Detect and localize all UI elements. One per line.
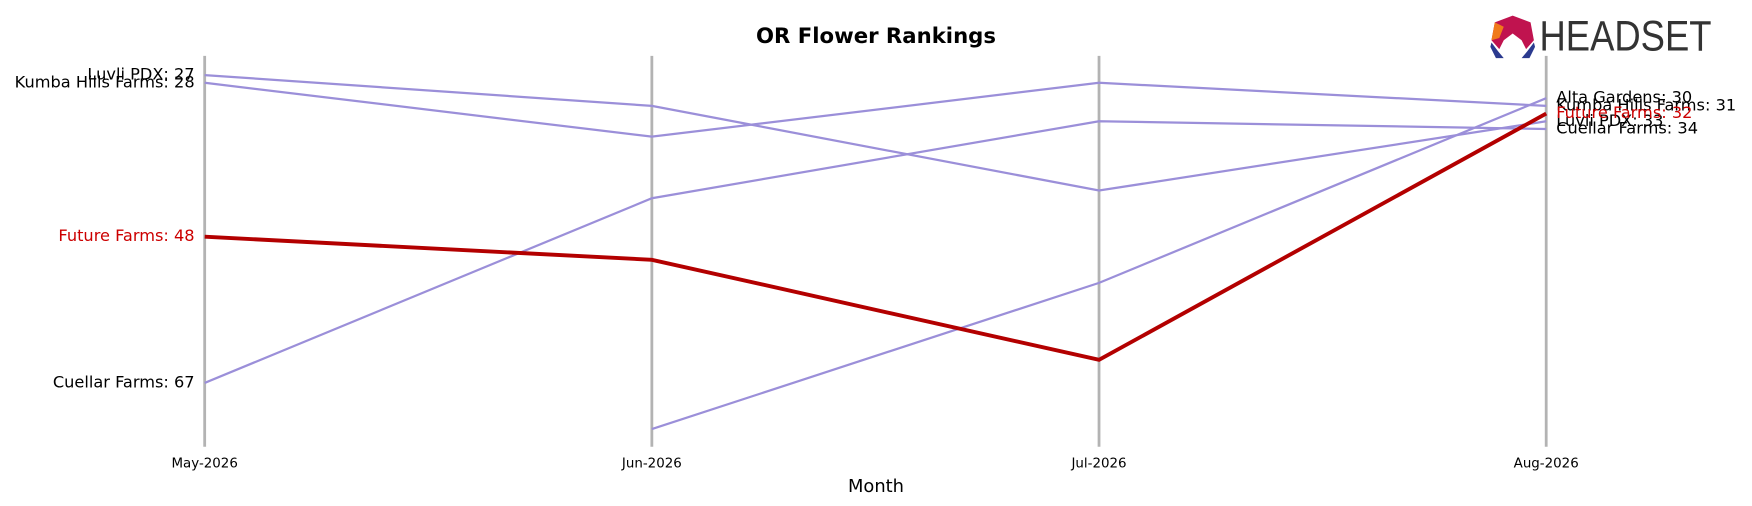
x-tick-label: Jul-2026 [1070, 457, 1126, 472]
chart-title: OR Flower Rankings [756, 24, 996, 49]
value-label: Alta Gardens: 30 [1556, 88, 1692, 107]
x-tick-label: Aug-2026 [1514, 457, 1579, 472]
value-label: Future Farms: 32 [1556, 103, 1692, 122]
x-tick-label: Jun-2026 [621, 457, 682, 472]
value-label: Kumba Hills Farms: 31 [1556, 95, 1736, 114]
logo-mark [1491, 22, 1504, 41]
value-label: Cuellar Farms: 34 [1556, 118, 1698, 137]
logo: HEADSET [1490, 12, 1712, 59]
x-tick-label: May-2026 [172, 457, 238, 472]
logo-mark [1521, 42, 1536, 59]
series-line [204, 111, 1548, 362]
series-line [651, 97, 1547, 431]
value-label: Luvli PDX: 33 [1556, 111, 1663, 130]
logo-mark [1490, 42, 1504, 59]
logo-text: HEADSET [1539, 12, 1711, 59]
series-line [204, 120, 1547, 384]
value-label: Kumba Hills Farms: 28 [15, 72, 195, 91]
value-label: Cuellar Farms: 67 [53, 372, 195, 391]
x-axis-label: Month [848, 476, 904, 497]
series-line [204, 81, 1547, 138]
series-line [204, 73, 1547, 192]
value-label: Future Farms: 48 [58, 226, 194, 245]
value-label: Luvli PDX: 27 [87, 65, 194, 84]
logo-mark [1491, 15, 1534, 50]
